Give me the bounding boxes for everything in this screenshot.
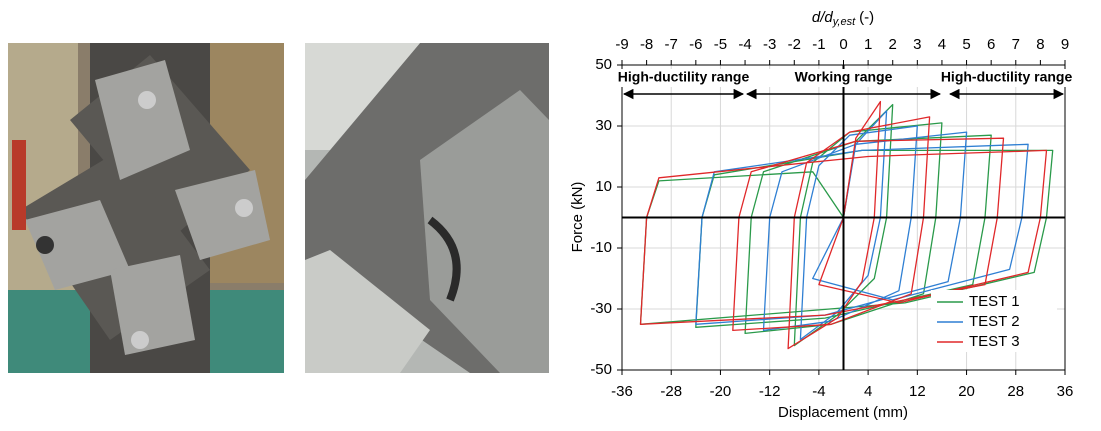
x-tick-label: -28 [660,383,682,400]
x-tick-label: 20 [958,383,975,400]
top-tick-label: 8 [1036,36,1044,53]
top-axis-title-main: d/d [812,9,834,26]
legend-label: TEST 3 [969,333,1020,350]
y-tick-label: 30 [595,117,612,134]
x-tick-label: -20 [710,383,732,400]
y-tick-label: -50 [590,361,612,378]
top-axis-title: d/dy,est (-) [812,9,874,28]
x-tick-label: 36 [1057,383,1074,400]
y-tick-label: -10 [590,239,612,256]
annotation-label: High-ductility range [941,69,1073,85]
top-tick-label: 4 [938,36,946,53]
top-tick-label: 2 [889,36,897,53]
x-tick-label: 12 [909,383,926,400]
hysteresis-curve [639,100,1048,350]
y-tick-label: -30 [590,300,612,317]
top-tick-label: -8 [640,36,653,53]
top-tick-label: 5 [962,36,970,53]
legend-label: TEST 1 [969,293,1020,310]
top-axis-title-unit: (-) [859,9,874,26]
x-tick-label: 4 [864,383,872,400]
x-tick-label: 28 [1007,383,1024,400]
annotation-bg [928,69,1085,87]
top-tick-label: -7 [665,36,678,53]
y-tick-label: 10 [595,178,612,195]
top-tick-label: 1 [864,36,872,53]
top-tick-label: 9 [1061,36,1069,53]
x-axis-title: Displacement (mm) [778,404,908,421]
top-tick-label: -4 [738,36,751,53]
annotation-bg [765,69,922,87]
x-tick-label: -4 [812,383,825,400]
top-tick-label: 6 [987,36,995,53]
top-tick-label: -5 [714,36,727,53]
top-tick-label: -2 [788,36,801,53]
photo-specimen [8,43,284,373]
top-tick-label: 3 [913,36,921,53]
top-tick-label: -6 [689,36,702,53]
top-tick-label: -1 [812,36,825,53]
annotation-label: High-ductility range [618,69,750,85]
annotation-bg [605,69,762,87]
top-tick-label: 7 [1012,36,1020,53]
annotation-label: Working range [795,69,893,85]
x-tick-label: -12 [759,383,781,400]
y-axis-title: Force (kN) [569,182,586,253]
top-tick-label: 0 [839,36,847,53]
legend-label: TEST 2 [969,313,1020,330]
y-tick-label: 50 [595,56,612,73]
top-tick-label: -9 [615,36,628,53]
chart: d/dy,est (-) Displacement (mm) Force (kN) [569,9,908,421]
top-axis-title-sub: y,est [832,16,856,28]
x-tick-label: -36 [611,383,633,400]
hysteresis-curve [695,110,1029,341]
top-tick-label: -3 [763,36,776,53]
photo-detail [305,43,549,373]
